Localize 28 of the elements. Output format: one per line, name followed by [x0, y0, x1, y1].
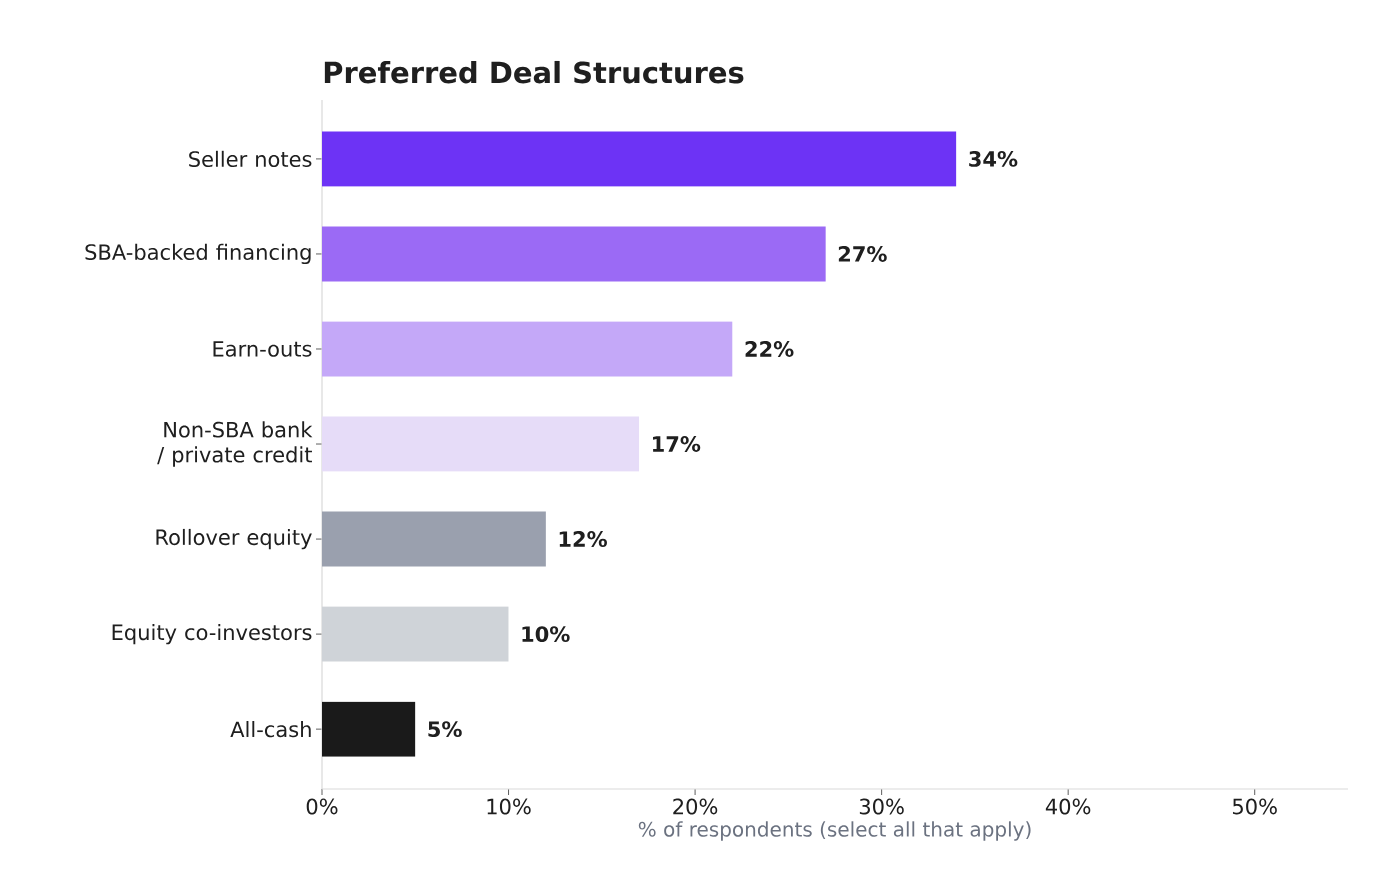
x-tick-label: 0%: [306, 798, 338, 815]
x-tick-label: 30%: [859, 798, 904, 815]
bar: [322, 511, 546, 567]
bar: [322, 131, 957, 187]
data-label: 5%: [428, 721, 462, 738]
data-label: 12%: [559, 531, 607, 548]
data-label: 27%: [838, 246, 887, 262]
y-tick-label: Equity co-investors: [112, 623, 312, 645]
y-tick-label: All-cash: [230, 721, 311, 738]
x-tick-label: 40%: [1045, 798, 1091, 815]
data-label: 22%: [745, 341, 794, 357]
x-axis-title: % of respondents (select all that apply): [638, 821, 1031, 841]
y-tick-label: Rollover equity: [156, 528, 312, 550]
y-tick-label: SBA-backed financing: [85, 243, 311, 265]
bar: [322, 321, 733, 377]
data-label: 10%: [522, 626, 570, 643]
x-tick-label: 20%: [673, 798, 718, 815]
bar: [322, 226, 826, 282]
y-tick-label: Non-SBA bank / private credit: [157, 421, 313, 467]
y-tick-label: Seller notes: [189, 150, 312, 168]
x-tick-label: 10%: [487, 798, 531, 815]
bar: [322, 416, 640, 472]
x-tick-label: 50%: [1232, 798, 1277, 815]
y-tick-label: Earn-outs: [213, 341, 312, 357]
bar: [322, 701, 416, 757]
data-label: 17%: [653, 436, 701, 452]
chart-title: Preferred Deal Structures: [324, 60, 744, 84]
data-label: 34%: [969, 150, 1018, 167]
